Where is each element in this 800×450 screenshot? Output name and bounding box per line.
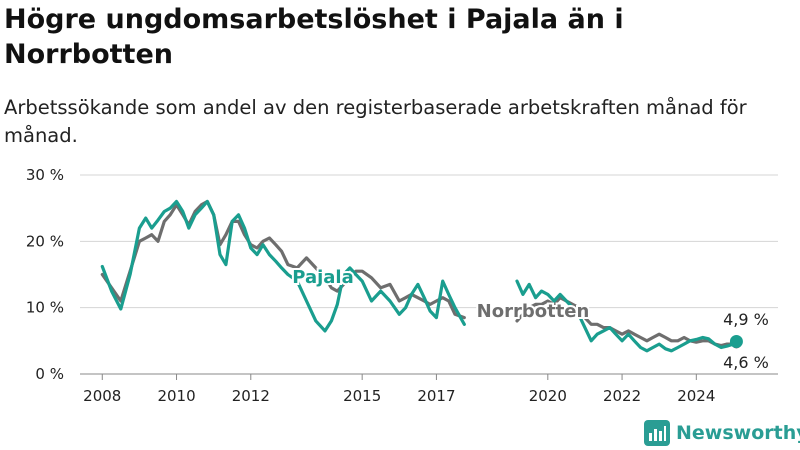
x-tick-label: 2012 xyxy=(232,387,270,405)
y-tick-label: 10 % xyxy=(26,299,64,317)
series-line-norrbotten xyxy=(100,199,738,348)
x-tick-label: 2020 xyxy=(529,387,567,405)
x-tick-label: 2015 xyxy=(343,387,381,405)
x-tick-label: 2022 xyxy=(603,387,641,405)
x-axis xyxy=(101,374,697,380)
brand-name: Newsworthy xyxy=(676,422,800,444)
newsworthy-brand[interactable]: Newsworthy xyxy=(644,419,800,447)
end-point-pajala xyxy=(729,334,743,348)
series-label-pajala: Pajala xyxy=(292,267,354,288)
end-label-pajala: 4,9 % xyxy=(723,310,769,329)
chart-subtitle: Arbetssökande som andel av den registerb… xyxy=(4,96,747,147)
x-tick-label: 2017 xyxy=(417,387,455,405)
end-label-norrbotten: 4,6 % xyxy=(723,353,769,372)
newsworthy-bar-chart-logo-icon xyxy=(644,420,670,446)
chart-labels: 0 % 10 % 20 % 30 % 2008 2010 2012 2015 2017 2020 2… xyxy=(26,166,769,405)
grid-lines xyxy=(80,174,778,375)
y-tick-label: 30 % xyxy=(26,166,64,184)
x-tick-label: 2010 xyxy=(157,387,195,405)
series-line-pajala xyxy=(100,199,738,353)
series-lines xyxy=(100,199,743,353)
y-tick-label: 0 % xyxy=(35,365,64,383)
x-tick-label: 2008 xyxy=(83,387,121,405)
chart-title: Högre ungdomsarbetslöshet i Pajala än i … xyxy=(4,4,624,70)
x-tick-label: 2024 xyxy=(677,387,715,405)
series-label-norrbotten: Norrbotten xyxy=(477,301,590,322)
y-tick-label: 20 % xyxy=(26,232,64,250)
